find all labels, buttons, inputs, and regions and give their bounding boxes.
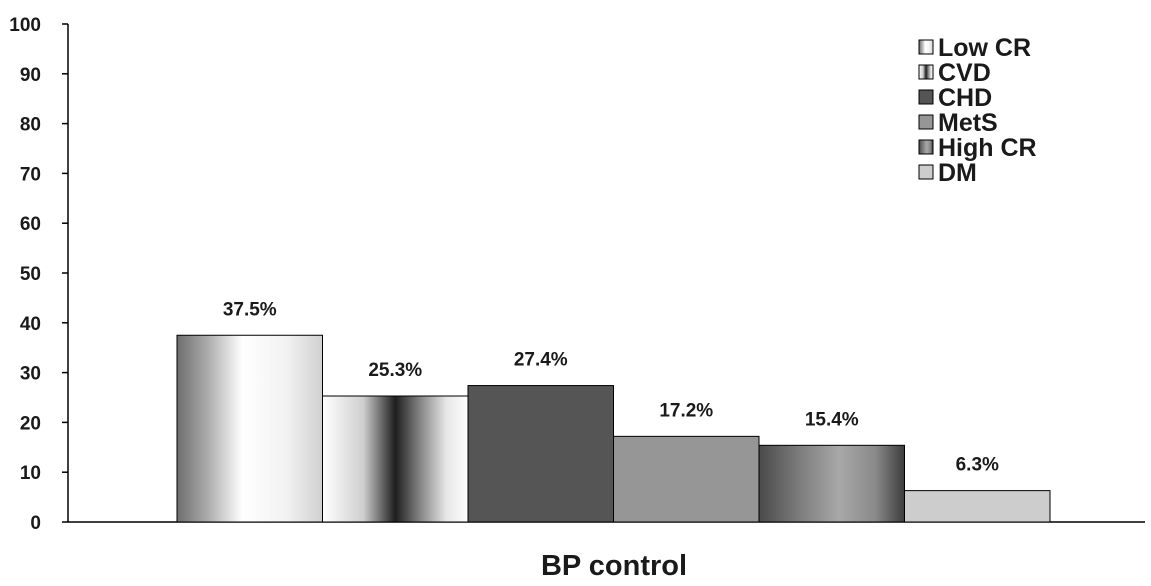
data-label-mets: 17.2% bbox=[659, 400, 713, 421]
bar-cvd bbox=[322, 395, 469, 523]
data-label-high-cr: 15.4% bbox=[805, 409, 859, 430]
bar-high-cr bbox=[758, 444, 905, 523]
legend-label-high-cr: High CR bbox=[938, 134, 1037, 162]
data-label-cvd: 25.3% bbox=[368, 360, 422, 381]
legend-label-cvd: CVD bbox=[938, 59, 991, 87]
x-axis-title: BP control bbox=[541, 550, 687, 581]
legend-swatch-chd bbox=[918, 89, 934, 105]
data-label-chd: 27.4% bbox=[514, 350, 568, 371]
legend-label-chd: CHD bbox=[938, 84, 992, 112]
legend-label-dm: DM bbox=[938, 159, 977, 187]
y-tick-label: 70 bbox=[20, 164, 41, 185]
bar-low-cr bbox=[176, 334, 323, 523]
data-label-low-cr: 37.5% bbox=[223, 299, 277, 320]
legend-swatch-high-cr bbox=[918, 139, 934, 155]
data-label-dm: 6.3% bbox=[956, 455, 999, 476]
y-tick-label: 50 bbox=[20, 264, 41, 285]
y-tick-label: 100 bbox=[9, 15, 41, 36]
y-tick-label: 90 bbox=[20, 65, 41, 86]
legend-swatch-cvd bbox=[918, 64, 934, 80]
y-tick-label: 30 bbox=[20, 364, 41, 385]
y-tick-label: 60 bbox=[20, 214, 41, 235]
y-tick-label: 20 bbox=[20, 413, 41, 434]
legend-label-low-cr: Low CR bbox=[938, 34, 1031, 62]
bar-dm bbox=[904, 490, 1051, 523]
y-tick-label: 10 bbox=[20, 463, 41, 484]
legend-swatch-mets bbox=[918, 114, 934, 130]
y-tick-label: 40 bbox=[20, 314, 41, 335]
legend-label-mets: MetS bbox=[938, 109, 998, 137]
legend-swatch-low-cr bbox=[918, 39, 934, 55]
y-tick-label: 80 bbox=[20, 115, 41, 136]
bar-chd bbox=[467, 385, 614, 523]
y-tick-label: 0 bbox=[30, 513, 41, 534]
legend-swatch-dm bbox=[918, 164, 934, 180]
bar-mets bbox=[613, 435, 760, 523]
